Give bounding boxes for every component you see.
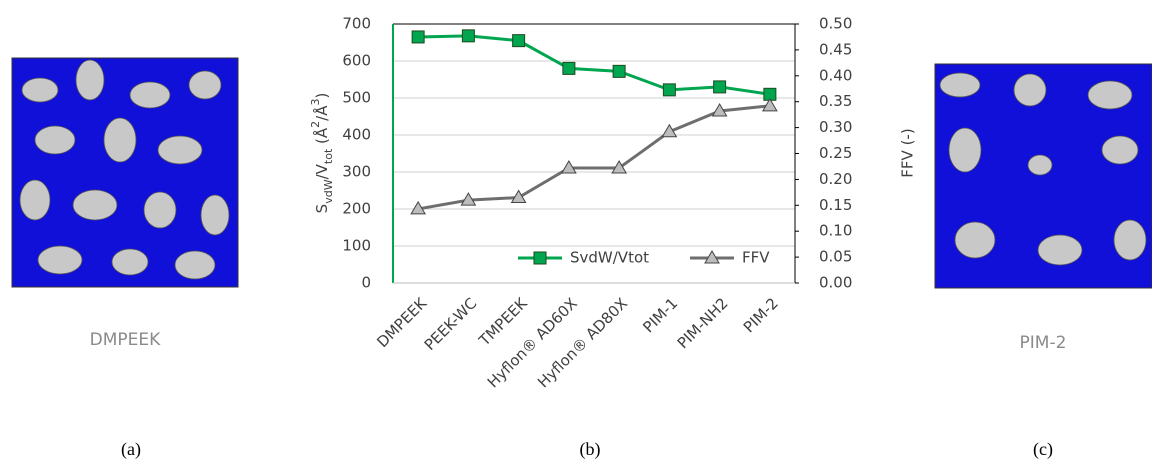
y-tick-label: 700: [342, 15, 371, 33]
line: [418, 106, 770, 209]
y2-tick-label: 0.50: [819, 15, 852, 33]
y-axis-label: SvdW/Vtot (Å2/Å3): [309, 93, 335, 214]
y-axis-label-part: /Å: [312, 105, 331, 121]
x-tick-label: PIM-1: [639, 294, 681, 336]
x-tick-label: PEEK-WC: [421, 294, 481, 354]
x-tick-label: Hyflon® AD80X: [534, 294, 631, 391]
legend-marker: [534, 252, 546, 264]
y-tick-label: 300: [342, 163, 371, 181]
x-tick-label: PIM-2: [740, 294, 782, 336]
y2-tick-label: 0.25: [819, 144, 852, 162]
y2-tick-label: 0.40: [819, 66, 852, 84]
y-axis-label-part: /V: [313, 163, 331, 179]
marker: [513, 35, 525, 47]
panel-label: (a): [121, 439, 141, 460]
y2-tick-label: 0.30: [819, 118, 852, 136]
figure: DMPEEK PIM-2 (a) (b) (c) FFV (-) 0 100 200…: [0, 0, 1152, 466]
y2-tick-label: 0.45: [819, 40, 852, 58]
legend-label: SvdW/Vtot: [570, 249, 649, 267]
y-axis-label-part: vdW: [322, 179, 335, 203]
marker: [663, 84, 675, 96]
y2-tick-label: 0.15: [819, 196, 852, 214]
y-axis-label-part: (Å: [312, 127, 331, 149]
x-tick-label: Hyflon® AD60X: [484, 294, 581, 391]
y-axis-label-part: 3: [309, 99, 322, 106]
simulation-box-a: [12, 58, 238, 287]
y-tick-label: 0: [361, 274, 371, 292]
marker: [714, 81, 726, 93]
x-tick-label: PIM-NH2: [674, 294, 732, 352]
y-tick-label: 400: [342, 126, 371, 144]
y2-axis-label: FFV (-): [899, 128, 917, 177]
y-tick-label: 600: [342, 52, 371, 70]
y-tick-label: 200: [342, 200, 371, 218]
y2-tick-label: 0.20: [819, 170, 852, 188]
marker: [563, 62, 575, 74]
marker: [462, 30, 474, 42]
y-axis-label-part: tot: [322, 148, 335, 164]
marker: [613, 65, 625, 77]
y-axis-label-part: 2: [309, 121, 322, 128]
y-tick-label: 100: [342, 237, 371, 255]
legend-label: FFV: [742, 249, 770, 267]
marker: [412, 31, 424, 43]
y2-tick-label: 0.00: [819, 274, 852, 292]
y2-tick-label: 0.35: [819, 92, 852, 110]
y-axis-label-part: S: [313, 204, 331, 214]
y-axis-label-part: ): [313, 93, 331, 99]
simulation-box-c: [935, 64, 1152, 288]
y-tick-label: 500: [342, 89, 371, 107]
panel-caption: PIM-2: [1020, 333, 1067, 353]
y2-tick-label: 0.05: [819, 248, 852, 266]
panel-label: (c): [1033, 439, 1053, 460]
panel-caption: DMPEEK: [90, 330, 161, 350]
panel-label: (b): [580, 439, 601, 460]
y2-tick-label: 0.10: [819, 222, 852, 240]
